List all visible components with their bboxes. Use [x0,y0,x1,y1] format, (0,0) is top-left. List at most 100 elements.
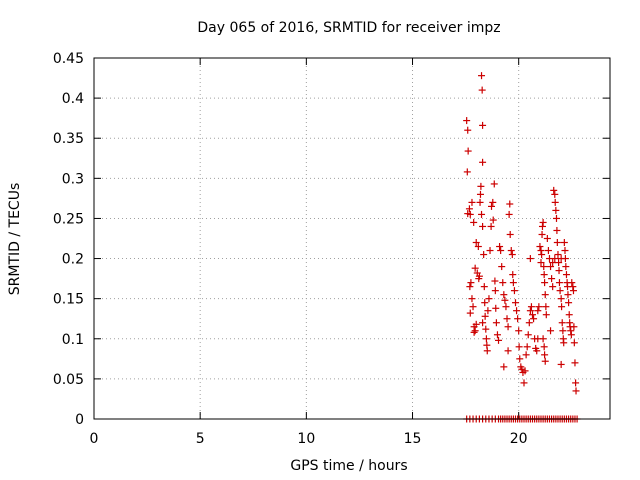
data-point [534,307,542,315]
data-point [564,291,572,299]
data-point [549,283,557,291]
data-point [540,263,548,271]
data-point [557,255,565,263]
data-point [470,328,478,336]
data-point [518,365,526,373]
data-point [543,235,551,242]
data-point [478,86,486,94]
data-point [466,210,474,218]
data-point [540,271,548,279]
data-point [572,379,580,387]
data-point [547,327,555,335]
data-point [509,271,517,279]
y-tick-label: 0.45 [53,51,84,67]
data-point [482,335,490,343]
y-tick-label: 0.15 [53,292,84,308]
data-point [479,158,487,166]
data-point [534,335,542,343]
data-point [542,311,550,319]
data-point [468,295,476,303]
data-point [568,279,576,287]
data-point [526,307,534,315]
data-point [479,121,487,129]
data-point [560,339,568,347]
data-point [503,315,511,323]
data-point [510,287,518,295]
data-point [498,263,506,271]
y-tick-label: 0.3 [62,171,84,187]
y-tick-label: 0.1 [62,332,84,348]
data-point [536,243,544,251]
data-point [539,218,547,226]
y-tick-label: 0.25 [53,211,84,227]
data-point [524,331,532,339]
data-point [538,251,546,259]
data-point [497,247,505,255]
data-point [464,147,472,155]
data-point [572,387,580,395]
data-point [471,327,479,335]
data-point [505,210,513,218]
data-point [476,190,484,198]
data-point [538,230,546,238]
data-point [479,319,487,327]
data-point [560,239,568,247]
data-point [522,351,530,359]
data-point [570,339,578,347]
data-point [477,182,485,190]
data-point [515,343,523,351]
data-point [502,303,510,311]
data-point [491,287,499,295]
data-point [479,222,487,230]
data-point [569,283,577,291]
x-tick-label: 10 [297,431,315,447]
data-point [478,72,486,80]
data-point [500,363,508,371]
data-point [463,117,471,125]
data-point [570,323,578,331]
data-point [492,319,500,327]
data-point [515,327,523,335]
data-point [537,247,545,255]
data-point [480,283,488,291]
data-point [567,331,575,339]
y-tick-label: 0.35 [53,131,84,147]
data-point [508,251,516,259]
data-point [557,295,565,303]
data-point [541,351,549,359]
data-point [491,277,499,285]
data-point [555,279,563,287]
data-point [506,200,514,208]
data-point [476,198,484,206]
data-point [492,304,500,312]
data-point [544,247,552,255]
data-point [552,214,560,222]
data-point [463,168,471,176]
data-point [468,198,476,206]
data-point [514,315,522,323]
data-point [520,379,528,387]
data-point [483,347,491,355]
data-point [527,303,535,311]
data-point [516,355,524,363]
data-point [547,263,555,271]
data-point [490,180,498,188]
data-point [556,287,564,295]
data-point [555,259,563,267]
data-point [509,279,517,287]
data-point [523,343,531,351]
data-point [493,331,501,339]
data-point [558,303,566,311]
data-point [521,367,529,375]
data-point [475,272,483,280]
data-point [481,312,489,320]
chart-title: Day 065 of 2016, SRMTID for receiver imp… [197,20,500,36]
data-point [481,299,489,307]
data-point [553,239,561,247]
data-point [571,359,579,367]
data-point [549,259,557,267]
data-point [537,259,545,267]
data-point [541,291,549,299]
data-point [567,327,575,335]
